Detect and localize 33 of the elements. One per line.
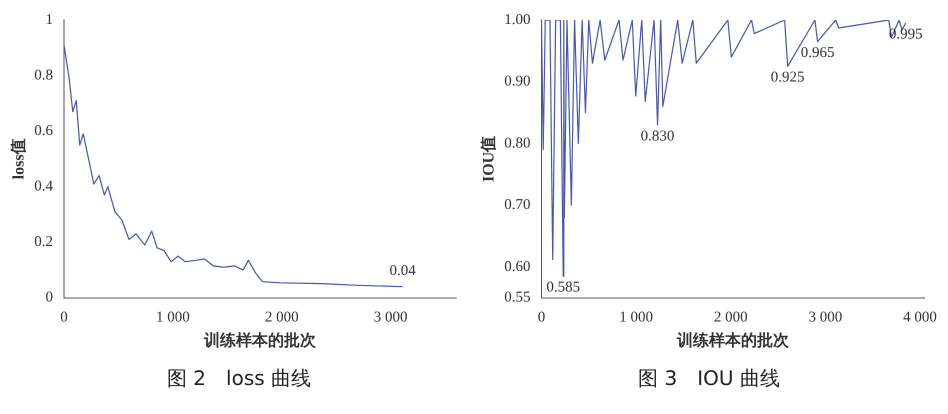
y-tick-label: 0.70 [504, 197, 530, 214]
x-tick-label: 3 000 [808, 310, 842, 326]
caption: 图 2 loss 曲线 [166, 365, 312, 392]
x-tick-label: 0 [538, 310, 546, 326]
x-tick-label: 1 000 [619, 310, 653, 326]
y-tick-label: 0.2 [34, 234, 53, 250]
y-axis-title: loss值 [10, 138, 28, 180]
x-tick-label: 4 000 [903, 310, 937, 326]
annotation: 0.830 [640, 128, 674, 144]
x-tick-label: 2 000 [714, 310, 748, 326]
annotation: 0.585 [546, 280, 580, 296]
annotation: 0.995 [888, 26, 923, 43]
annotation: 0.965 [800, 45, 834, 62]
x-tick-label: 0 [60, 310, 68, 326]
x-tick-label: 1 000 [156, 310, 190, 326]
y-tick-label: 0.60 [504, 258, 530, 275]
y-tick-label: 0.6 [34, 123, 54, 140]
y-tick-label: 0.8 [34, 67, 53, 84]
x-axis-title: 训练样本的批次 [676, 332, 790, 350]
y-tick-label: 0 [45, 290, 53, 306]
x-axis-title: 训练样本的批次 [202, 332, 317, 350]
y-tick-label: 1 [45, 12, 53, 28]
annotation: 0.04 [390, 263, 416, 280]
y-tick-label: 0.80 [504, 135, 530, 152]
x-tick-label: 3 000 [374, 310, 408, 326]
y-tick-label: 0.90 [504, 74, 530, 90]
y-tick-label: 0.4 [34, 178, 54, 195]
y-tick-label: 1.00 [504, 12, 530, 28]
y-axis-title: IOU值 [480, 136, 498, 182]
x-tick-label: 2 000 [264, 310, 299, 326]
y-tick-label: 0.55 [504, 290, 530, 306]
annotation: 0.925 [770, 70, 805, 86]
caption: 图 3 IOU 曲线 [637, 365, 781, 392]
